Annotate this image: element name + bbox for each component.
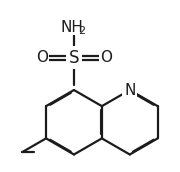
Text: NH: NH xyxy=(61,20,84,35)
Text: S: S xyxy=(69,49,79,67)
Text: 2: 2 xyxy=(78,26,86,36)
Text: O: O xyxy=(100,50,112,65)
Text: N: N xyxy=(124,83,136,98)
Text: O: O xyxy=(36,50,48,65)
